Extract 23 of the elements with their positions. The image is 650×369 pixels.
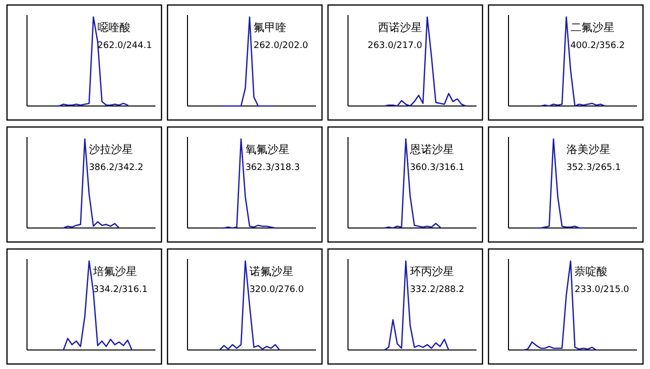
annotation: 环丙沙星 [410, 265, 454, 278]
annotation: 400.2/356.2 [570, 41, 625, 51]
annotation: 263.0/217.0 [368, 41, 423, 51]
annotation: 噁喹酸 [97, 21, 130, 34]
annotation: 360.3/316.1 [410, 163, 464, 173]
annotation: 262.0/202.0 [254, 41, 308, 51]
annotation: 334.2/316.1 [93, 285, 148, 295]
annotation: 362.3/318.3 [245, 163, 300, 173]
annotation: 332.2/288.2 [410, 285, 464, 295]
annotation: 洛美沙星 [566, 143, 610, 156]
annotation: 恩诺沙星 [408, 143, 454, 156]
annotation: 西诺沙星 [378, 21, 422, 34]
annotation: 320.0/276.0 [249, 285, 304, 295]
annotation: 培氟沙星 [92, 265, 138, 278]
annotation: 诺氟沙星 [249, 265, 294, 278]
annotation: 二氟沙星 [570, 21, 614, 34]
annotation: 386.2/342.2 [88, 163, 144, 173]
annotation: 233.0/215.0 [574, 285, 630, 295]
annotation: 萘啶酸 [574, 265, 608, 278]
annotation: 352.3/265.1 [566, 163, 621, 173]
annotation: 氟甲喹 [254, 21, 287, 34]
annotation: 氧氟沙星 [245, 143, 290, 156]
annotation: 沙拉沙星 [88, 143, 133, 156]
